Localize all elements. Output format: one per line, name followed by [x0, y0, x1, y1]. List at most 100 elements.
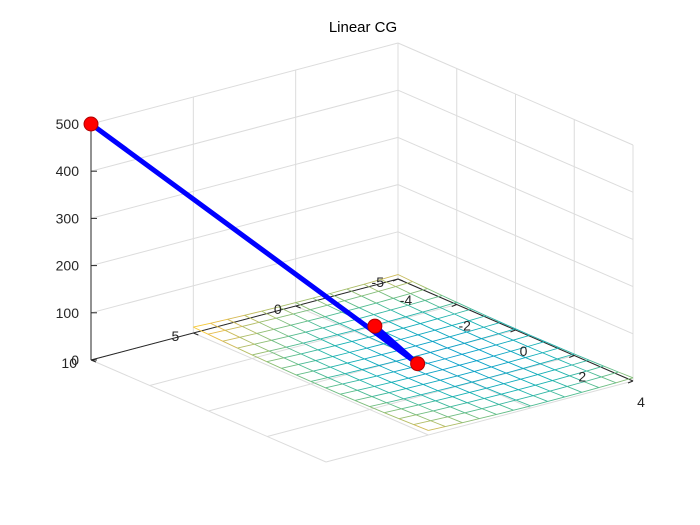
surface-line: [303, 338, 321, 344]
x-tick-mark: [569, 355, 575, 358]
surface-line: [454, 313, 470, 322]
surface-line: [527, 341, 545, 347]
surface-line: [557, 358, 573, 366]
wall-grid-line: [90, 231, 399, 314]
surface-line: [384, 408, 402, 414]
surface-line: [584, 381, 600, 389]
surface-line: [484, 393, 502, 399]
surface-line: [476, 360, 492, 368]
surface-line: [342, 383, 358, 391]
surface-line: [435, 396, 453, 402]
surface-line: [273, 328, 289, 337]
surface-line: [339, 323, 355, 331]
surface-line: [395, 360, 411, 369]
surface-line: [378, 365, 394, 373]
surface-line: [552, 375, 570, 381]
surface-line: [340, 389, 358, 395]
surface-line: [354, 399, 370, 407]
surface-line: [452, 396, 468, 404]
surface-line: [227, 318, 243, 327]
surface-line: [310, 380, 326, 389]
surface-line: [346, 283, 365, 290]
surface-line: [586, 370, 602, 378]
surface-line: [327, 377, 343, 385]
surface-line: [288, 331, 306, 337]
surface-line: [366, 343, 384, 349]
path-point-2: [367, 318, 383, 334]
surface-line: [320, 338, 336, 347]
surface-line: [505, 372, 521, 380]
surface-line: [378, 286, 396, 292]
surface-line: [290, 320, 309, 326]
surface-line: [481, 408, 497, 415]
surface-line: [380, 279, 396, 287]
surface-line: [278, 306, 294, 315]
surface-line: [422, 311, 438, 320]
surface-line: [376, 375, 392, 383]
surface-line: [425, 373, 441, 381]
surface-line: [251, 354, 267, 363]
x-tick-mark: [392, 278, 399, 282]
surface-line: [571, 364, 587, 372]
surface-line: [374, 381, 392, 387]
surface-line: [363, 283, 379, 292]
surface-line: [347, 358, 365, 364]
surface-line: [432, 341, 448, 349]
surface-line: [378, 290, 394, 299]
surface-line: [495, 339, 514, 346]
surface-line: [564, 391, 582, 398]
surface-line: [449, 331, 467, 338]
surface-line: [386, 402, 402, 410]
surface-line: [434, 329, 450, 338]
surface-line: [422, 306, 440, 313]
surface-line: [342, 379, 360, 385]
surface-line: [295, 297, 313, 304]
surface-line: [422, 384, 438, 392]
surface-line: [359, 375, 377, 381]
wall-grid-line: [90, 42, 399, 125]
surface-line: [391, 381, 407, 390]
surface-line: [293, 309, 311, 315]
surface-line: [242, 321, 260, 327]
surface-line: [403, 323, 421, 329]
surface-line: [412, 281, 428, 289]
x-tick-label: 2: [578, 369, 586, 385]
surface-line: [324, 311, 343, 318]
surface-line: [317, 345, 336, 351]
surface-line: [428, 426, 446, 431]
surface-line: [496, 409, 514, 415]
surface-line: [588, 359, 604, 367]
surface-line: [481, 403, 500, 410]
surface-line: [373, 314, 389, 322]
path-point-1: [410, 356, 426, 372]
surface-line: [430, 347, 448, 353]
surface-line: [420, 318, 438, 324]
surface-line: [459, 364, 475, 372]
surface-line: [222, 340, 238, 349]
surface-line: [464, 408, 482, 414]
floor-grid-line: [90, 359, 327, 463]
chart-title: Linear CG: [329, 19, 397, 36]
surface-line: [210, 322, 226, 331]
surface-line: [503, 378, 521, 385]
surface-line: [471, 308, 487, 317]
surface-line: [435, 400, 451, 408]
surface-line: [527, 346, 543, 354]
surface-line: [286, 342, 304, 348]
surface-line: [479, 414, 497, 420]
surface-line: [347, 362, 363, 371]
surface-line: [464, 412, 480, 420]
surface-line: [598, 382, 617, 389]
surface-line: [413, 424, 429, 431]
surface-line: [271, 339, 287, 348]
x-tick-mark: [627, 380, 634, 384]
surface-line: [493, 355, 509, 363]
surface-line: [310, 377, 328, 382]
surface-line: [332, 356, 348, 364]
surface-line: [483, 326, 499, 335]
surface-line: [539, 363, 555, 371]
surface-line: [454, 308, 472, 315]
surface-line: [447, 412, 465, 418]
surface-line: [369, 402, 387, 408]
surface-line: [427, 362, 443, 371]
